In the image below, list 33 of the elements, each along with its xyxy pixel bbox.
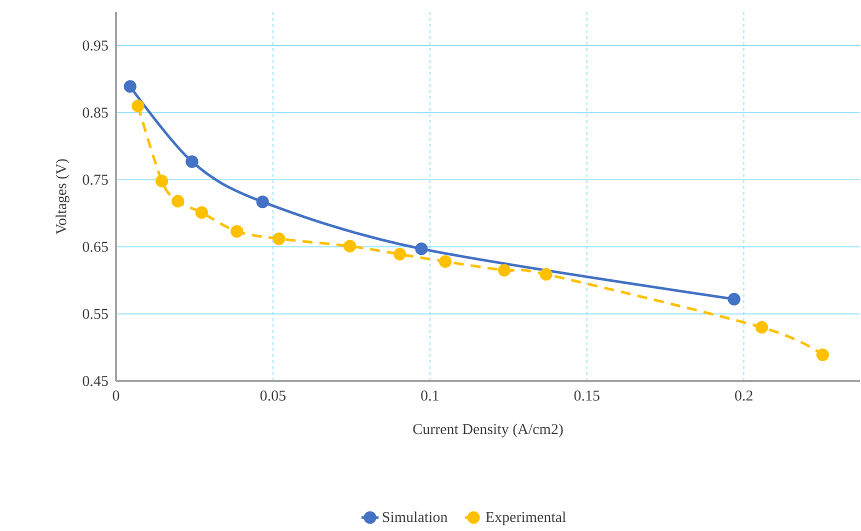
legend-label: Experimental	[486, 512, 566, 526]
x-tick-label: 0.05	[260, 390, 286, 401]
y-tick-label: 0.45	[82, 376, 108, 386]
point	[755, 321, 768, 334]
point	[393, 248, 406, 260]
x-tick-label: 0.2	[735, 390, 752, 401]
y-tick-label: 0.55	[82, 308, 108, 320]
x-tick-label: 0.1	[421, 390, 438, 401]
point	[230, 225, 244, 238]
y-tick-label: 0.95	[82, 40, 108, 51]
y-axis-title: Voltages (V)	[56, 159, 70, 234]
point	[195, 206, 208, 219]
point	[256, 196, 269, 208]
point	[156, 174, 168, 188]
x-axis-title: Current Density (A/cm2)	[413, 424, 563, 438]
point	[186, 155, 198, 168]
point	[816, 348, 829, 362]
point	[132, 100, 144, 112]
point	[124, 80, 136, 93]
point	[439, 255, 452, 268]
y-tick-label: 0.75	[82, 174, 108, 185]
y-tick-label: 0.65	[82, 242, 108, 252]
point	[272, 232, 286, 246]
x-tick-label: 0.15	[574, 390, 600, 401]
point	[728, 292, 740, 306]
point	[415, 242, 428, 256]
point	[498, 264, 511, 277]
point	[172, 194, 184, 208]
point	[540, 268, 552, 281]
point	[344, 240, 356, 252]
legend-label: Simulation	[382, 512, 448, 522]
x-tick-label: 0	[112, 390, 120, 401]
y-tick-label: 0.85	[82, 108, 108, 118]
